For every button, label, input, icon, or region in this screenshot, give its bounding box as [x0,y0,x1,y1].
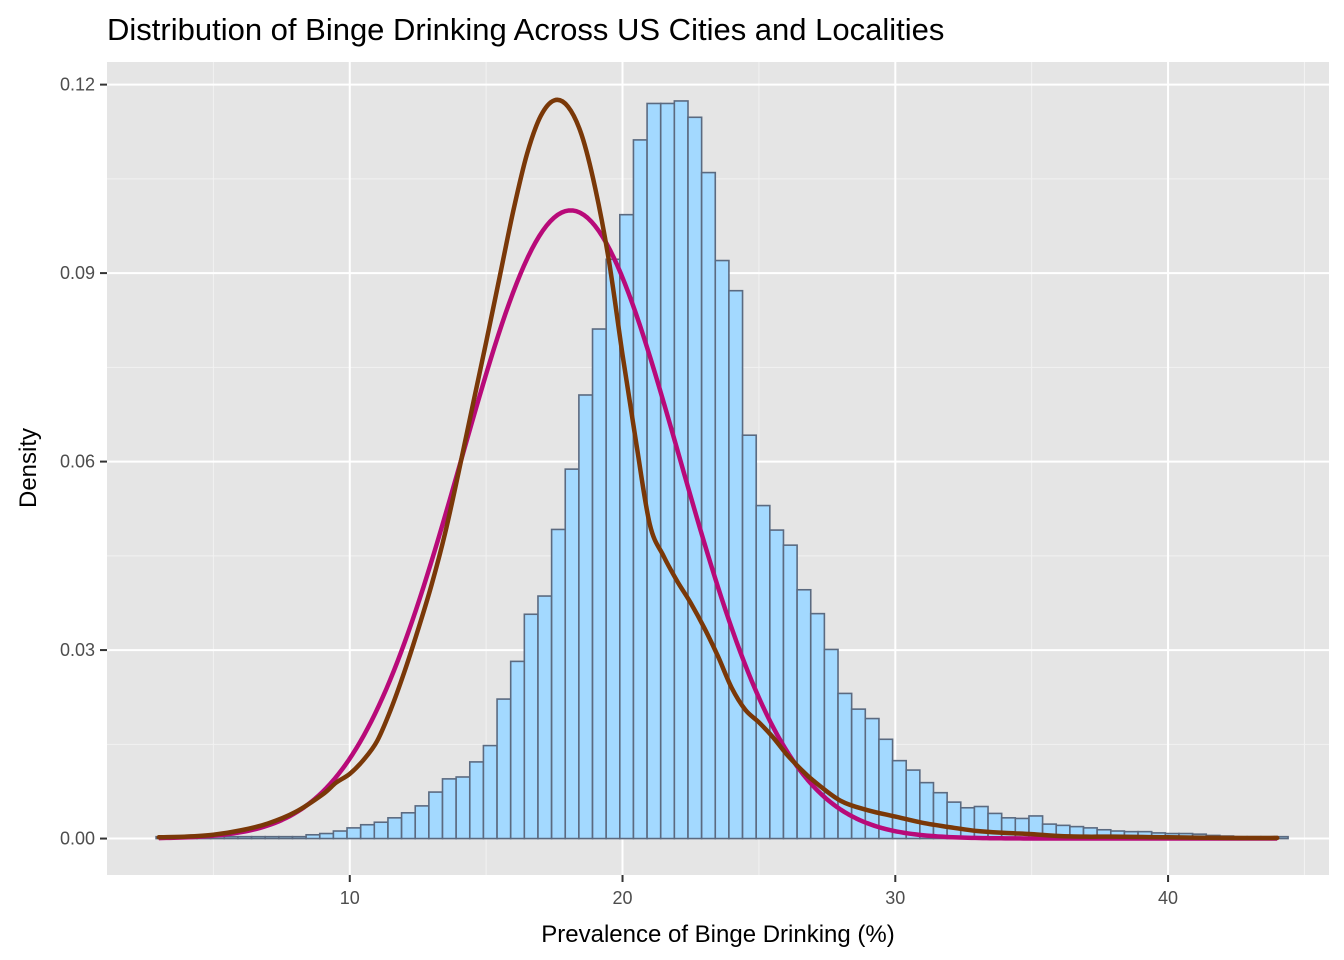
y-tick-label: 0.00 [60,829,95,849]
histogram-bar [714,259,730,840]
axes: 10 20 30 40 0.00 0.03 0.06 0.09 0.12 [60,75,1178,908]
histogram-bar [455,776,471,840]
x-axis-title: Prevalence of Binge Drinking (%) [541,921,895,948]
y-tick-label: 0.03 [60,640,95,660]
histogram-bar [523,613,539,840]
y-tick-label: 0.09 [60,263,95,283]
histogram-bar [496,698,512,840]
histogram-bar [864,717,880,840]
histogram-bar [414,805,430,840]
histogram-bar [346,827,362,840]
histogram-bar [769,529,785,840]
histogram-bar [959,806,976,840]
histogram-bar [468,761,485,840]
histogram-bar [564,468,580,840]
histogram-bar [919,781,935,840]
histogram-bar [891,759,908,840]
curve-lines [156,97,1280,841]
histogram-bar [782,544,798,840]
histogram-bar [687,116,703,840]
histogram-bar [537,595,553,840]
x-tick-label: 20 [613,888,633,908]
histogram-bar [509,660,526,840]
x-tick-label: 40 [1158,888,1178,908]
x-tick-label: 30 [885,888,905,908]
histogram-bar [482,744,498,840]
y-axis-title: Density [15,428,42,508]
histogram-bar [237,835,253,840]
y-tick-label: 0.12 [60,75,95,95]
histogram-bar [591,328,607,840]
histogram-bar [428,791,444,840]
histogram-bar [250,835,267,840]
histogram-bar [387,817,403,840]
histogram-bar [741,434,757,840]
histogram-bar [578,394,594,840]
histogram-bar [223,835,239,840]
histogram-bar [373,821,389,840]
histogram-bar [932,791,948,840]
histogram-bar [264,835,280,840]
histogram-bar [305,833,321,840]
histogram-bar [646,102,662,840]
histogram-bar [318,832,335,840]
histogram-bar [659,102,676,840]
histogram-bar [332,830,348,840]
histogram-bar [619,213,635,840]
histogram-bar [278,835,294,840]
histogram-bar [728,289,744,840]
histogram-bar [400,811,417,840]
chart-title: Distribution of Binge Drinking Across US… [107,12,944,47]
histogram-bar [878,738,894,840]
histogram-bar [796,588,812,840]
kernel-density-curve [156,97,1280,841]
histogram-bar [359,823,376,840]
histogram-bar [946,801,962,840]
histogram-bar [441,778,457,840]
histogram-bar [755,504,771,840]
histogram-bar [550,528,567,840]
histogram-bar [809,612,826,840]
histogram-bar [605,258,621,840]
y-tick-label: 0.06 [60,452,95,472]
histogram-bar [905,769,921,840]
histogram-bar [823,648,839,840]
histogram-bar [700,171,717,840]
x-tick-label: 10 [340,888,360,908]
histogram-bar [291,835,307,840]
